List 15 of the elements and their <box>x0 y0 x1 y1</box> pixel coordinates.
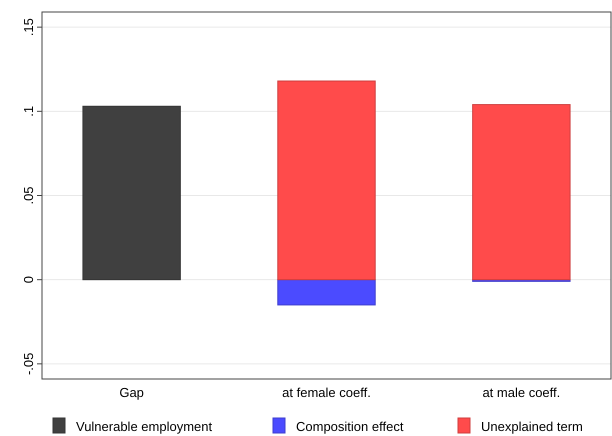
y-tick-label: 0 <box>21 276 36 284</box>
legend-label: Unexplained term <box>481 419 583 434</box>
y-tick-label: .15 <box>21 18 36 36</box>
bar <box>277 80 376 280</box>
legend-label: Composition effect <box>296 419 404 434</box>
x-tick-label: Gap <box>119 385 144 400</box>
y-tick-label: -.05 <box>21 352 36 376</box>
bar <box>277 279 376 306</box>
bar <box>472 104 571 280</box>
x-tick-label: at male coeff. <box>482 385 560 400</box>
x-tick-label: at female coeff. <box>282 385 371 400</box>
bar <box>82 106 181 280</box>
y-tick-label: .05 <box>21 186 36 205</box>
y-tick-label: .1 <box>21 106 36 117</box>
legend-label: Vulnerable employment <box>76 419 212 434</box>
